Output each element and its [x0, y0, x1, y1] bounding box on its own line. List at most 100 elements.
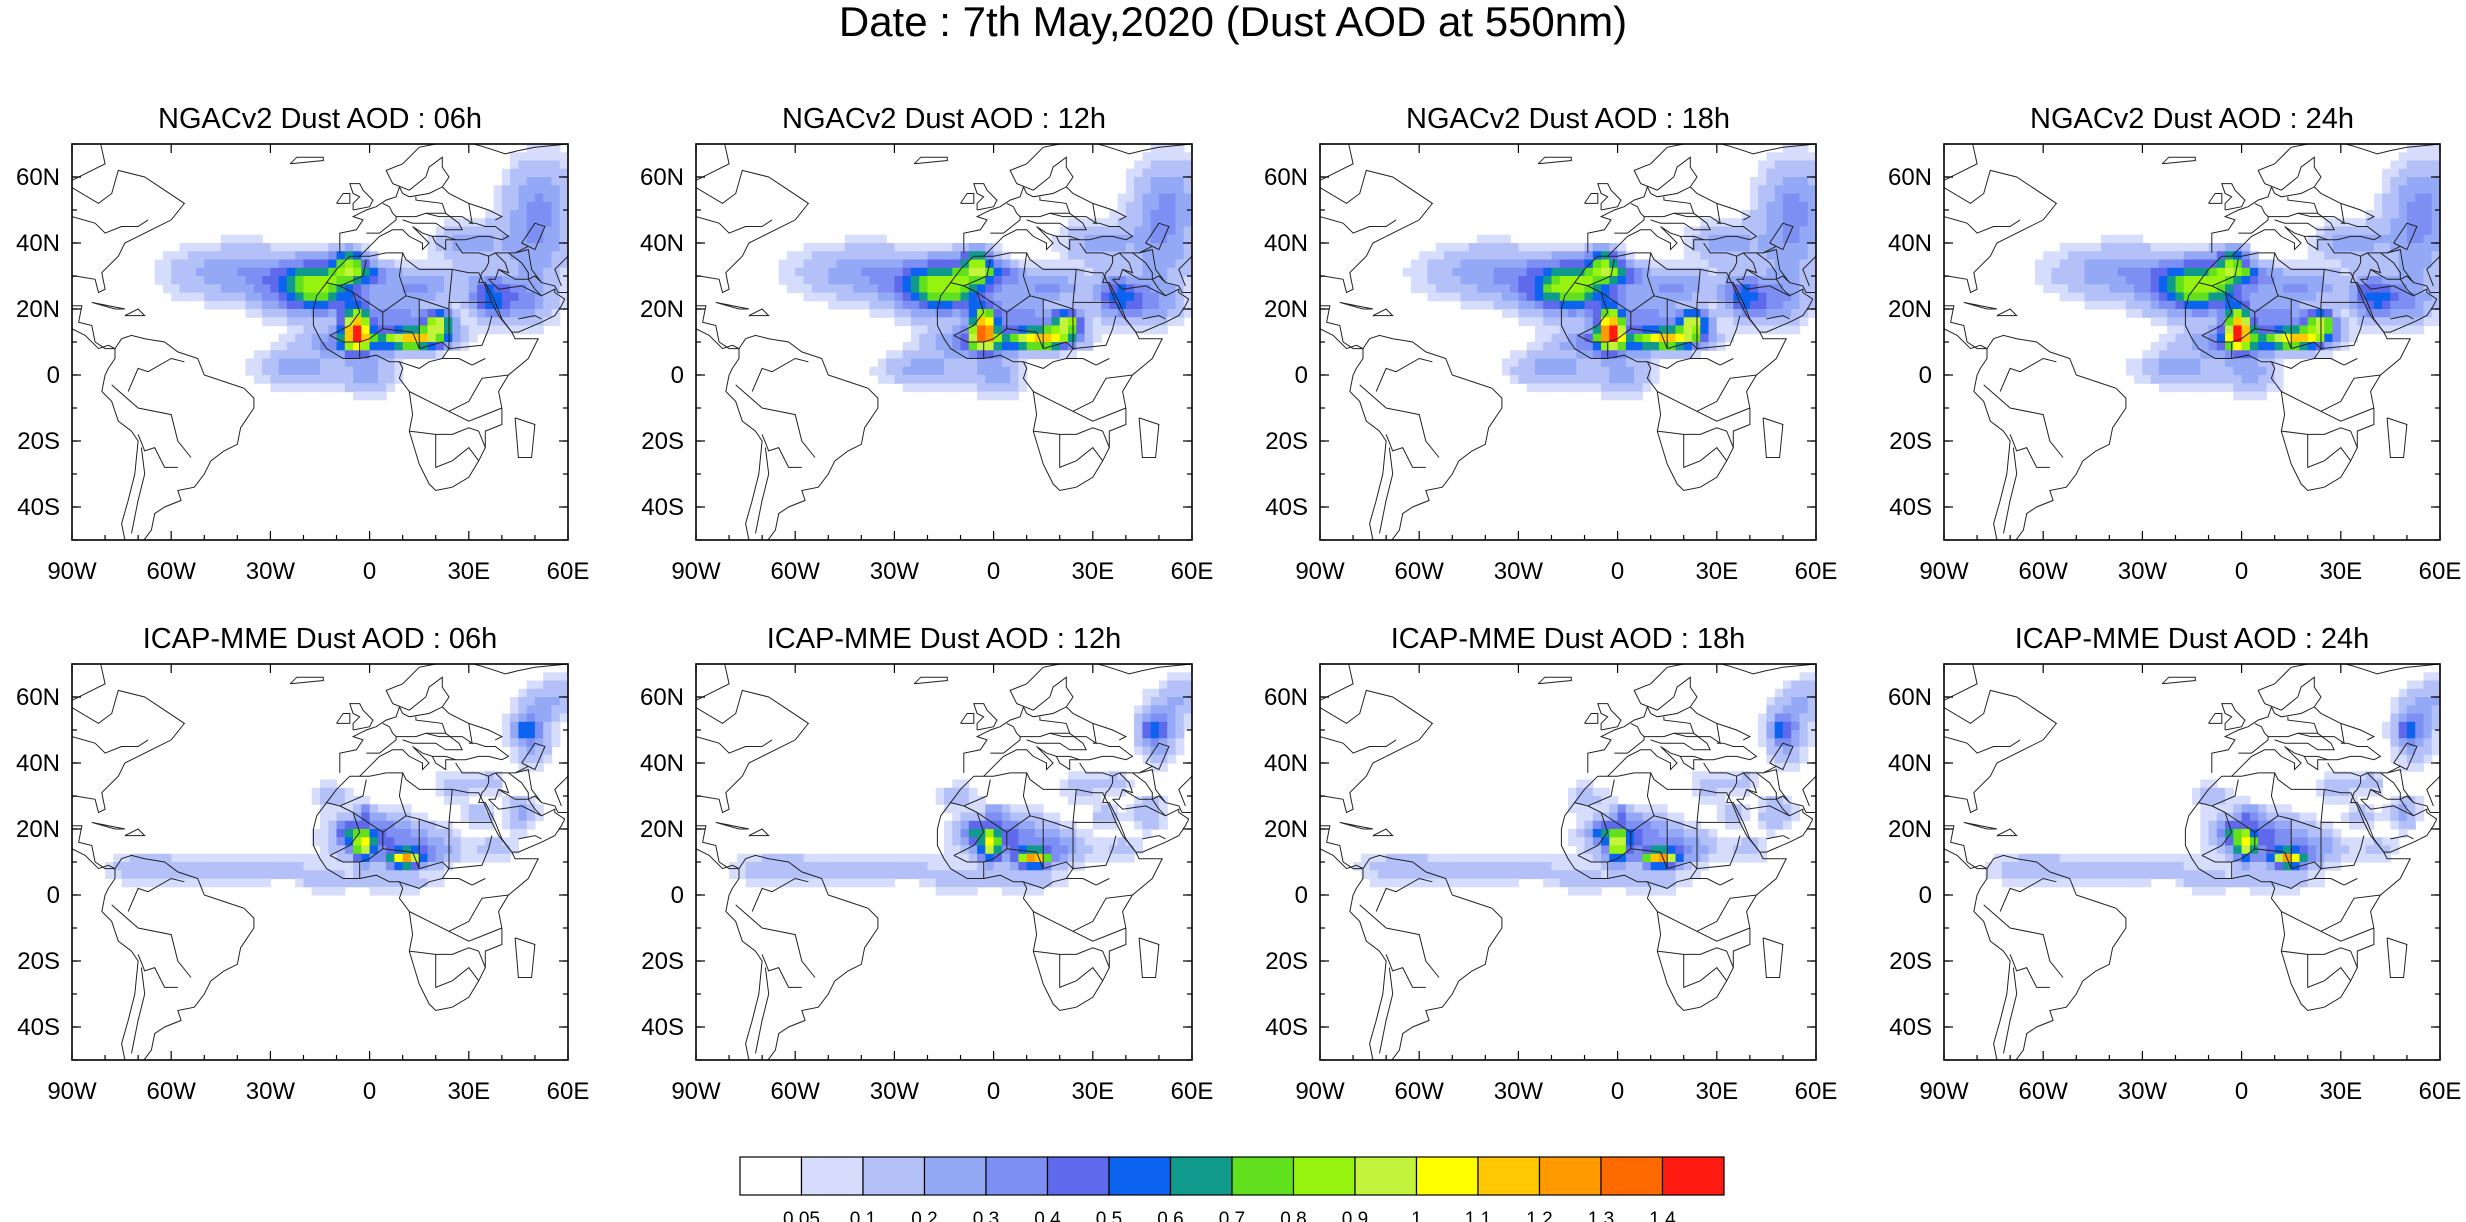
lat-tick-label: 20S: [17, 948, 60, 975]
coastlines: [1320, 664, 1816, 1060]
lon-tick-label: 0: [1611, 1078, 1624, 1105]
lat-tick-label: 20N: [1888, 296, 1932, 323]
lat-tick-label: 0: [671, 362, 684, 389]
lon-tick-label: 90W: [47, 1078, 97, 1105]
lon-tick-label: 90W: [1295, 558, 1345, 585]
lon-tick-label: 0: [987, 1078, 1000, 1105]
lon-tick-label: 30W: [870, 558, 920, 585]
lat-tick-label: 20S: [641, 948, 684, 975]
colorbar-label: 1: [1411, 1209, 1422, 1222]
colorbar-swatch: [1415, 1156, 1479, 1196]
axis-ticks: [1943, 663, 2441, 1061]
lon-tick-label: 90W: [1919, 1078, 1969, 1105]
colorbar-swatch: [1292, 1156, 1356, 1196]
map-panel-2: NGACv2 Dust AOD : 12h 90W 60W 30W 0 30E 60E 60N…: [640, 103, 1214, 585]
lon-tick-label: 60W: [147, 1078, 197, 1105]
lat-tick-label: 40N: [16, 230, 60, 257]
colorbar-label: 0.7: [1219, 1209, 1245, 1222]
lat-tick-label: 40S: [1265, 1014, 1308, 1041]
lat-tick-label: 40S: [17, 1014, 60, 1041]
colorbar-swatch: [1661, 1156, 1725, 1196]
lon-tick-label: 60W: [1395, 558, 1445, 585]
map-panel-7: ICAP-MME Dust AOD : 18h 90W 60W 30W 0 30E 60E 6…: [1264, 623, 1838, 1105]
lat-tick-label: 0: [1295, 882, 1308, 909]
colorbar-label: 0.8: [1280, 1209, 1306, 1222]
lon-tick-label: 60W: [147, 558, 197, 585]
lat-tick-label: 60N: [1888, 164, 1932, 191]
lon-tick-label: 60E: [2419, 1078, 2462, 1105]
lat-tick-label: 20N: [1264, 816, 1308, 843]
coastlines: [1320, 144, 1816, 540]
lon-tick-label: 30W: [2118, 558, 2168, 585]
colorbar-swatch: [985, 1156, 1049, 1196]
map-panel-6: ICAP-MME Dust AOD : 12h 90W 60W 30W 0 30E 60E 6…: [640, 623, 1214, 1105]
lon-tick-label: 60W: [771, 1078, 821, 1105]
lon-tick-label: 30E: [1695, 558, 1738, 585]
lon-tick-label: 30E: [2319, 1078, 2362, 1105]
colorbar-label: 0.6: [1157, 1209, 1183, 1222]
lat-tick-label: 60N: [640, 164, 684, 191]
lat-tick-label: 60N: [16, 164, 60, 191]
lon-tick-label: 0: [363, 558, 376, 585]
lat-tick-label: 20S: [1889, 948, 1932, 975]
lon-tick-label: 30W: [870, 1078, 920, 1105]
coastlines: [72, 144, 568, 540]
lon-tick-label: 60E: [1171, 1078, 1214, 1105]
map-panel-1: NGACv2 Dust AOD : 06h 90W 60W 30W 0 30E 60E 60N…: [16, 103, 590, 585]
axis-ticks: [695, 663, 1193, 1061]
lat-tick-label: 40S: [1265, 494, 1308, 521]
aod-field: [1985, 672, 2440, 896]
colorbar-label: 0.4: [1034, 1209, 1061, 1222]
colorbar-swatch: [1046, 1156, 1110, 1196]
lon-tick-label: 30E: [2319, 558, 2362, 585]
lat-tick-label: 20S: [17, 428, 60, 455]
axis-ticks: [71, 143, 569, 541]
lat-tick-label: 40N: [16, 750, 60, 777]
lat-tick-label: 40S: [1889, 1014, 1932, 1041]
lat-tick-label: 40N: [640, 750, 684, 777]
coastlines: [696, 144, 1192, 540]
lat-tick-label: 60N: [16, 684, 60, 711]
panel-title: ICAP-MME Dust AOD : 06h: [143, 623, 498, 655]
colorbar-label: 0.05: [783, 1209, 820, 1222]
lat-tick-label: 60N: [640, 684, 684, 711]
panel-title: NGACv2 Dust AOD : 24h: [2030, 103, 2354, 135]
lon-tick-label: 0: [2235, 1078, 2248, 1105]
coastlines: [1944, 664, 2440, 1060]
aod-field: [1353, 672, 1816, 896]
colorbar-label: 1.4: [1649, 1209, 1676, 1222]
colorbar-label: 0.2: [911, 1209, 937, 1222]
lon-tick-label: 30E: [1695, 1078, 1738, 1105]
colorbar: 0.05 0.1 0.2 0.3 0.4 0.5 0.6 0.7 0.8 0.9 1 1.1 1.2 1.…: [739, 1156, 1725, 1222]
coastlines: [72, 664, 568, 1060]
lat-tick-label: 20S: [1265, 948, 1308, 975]
map-panel-3: NGACv2 Dust AOD : 18h 90W 60W 30W 0 30E 60E 60N…: [1264, 103, 1837, 585]
colorbar-swatch: [1231, 1156, 1295, 1196]
lon-tick-label: 60E: [1171, 558, 1214, 585]
lon-tick-label: 0: [1611, 558, 1624, 585]
colorbar-swatch: [862, 1156, 926, 1196]
lat-tick-label: 40S: [17, 494, 60, 521]
lon-tick-label: 60E: [1795, 1078, 1838, 1105]
axis-ticks: [1943, 143, 2441, 541]
colorbar-label: 0.1: [850, 1209, 876, 1222]
lon-tick-label: 60E: [547, 558, 590, 585]
colorbar-swatch: [923, 1156, 987, 1196]
aod-field: [105, 672, 568, 896]
lat-tick-label: 20S: [1889, 428, 1932, 455]
lon-tick-label: 30E: [1071, 558, 1114, 585]
colorbar-swatch: [1108, 1156, 1172, 1196]
map-panel-4: NGACv2 Dust AOD : 24h 90W 60W 30W 0 30E 60E 60N…: [1888, 103, 2461, 585]
lon-tick-label: 60W: [1395, 1078, 1445, 1105]
lon-tick-label: 0: [2235, 558, 2248, 585]
aod-field: [2034, 144, 2440, 401]
axis-ticks: [695, 143, 1193, 541]
colorbar-swatch: [1477, 1156, 1541, 1196]
lat-tick-label: 20S: [1265, 428, 1308, 455]
lat-tick-label: 40N: [1264, 230, 1308, 257]
lon-tick-label: 0: [363, 1078, 376, 1105]
colorbar-swatch: [1169, 1156, 1233, 1196]
colorbar-label: 1.3: [1588, 1209, 1614, 1222]
figure-title: Date : 7th May,2020 (Dust AOD at 550nm): [838, 0, 1628, 45]
